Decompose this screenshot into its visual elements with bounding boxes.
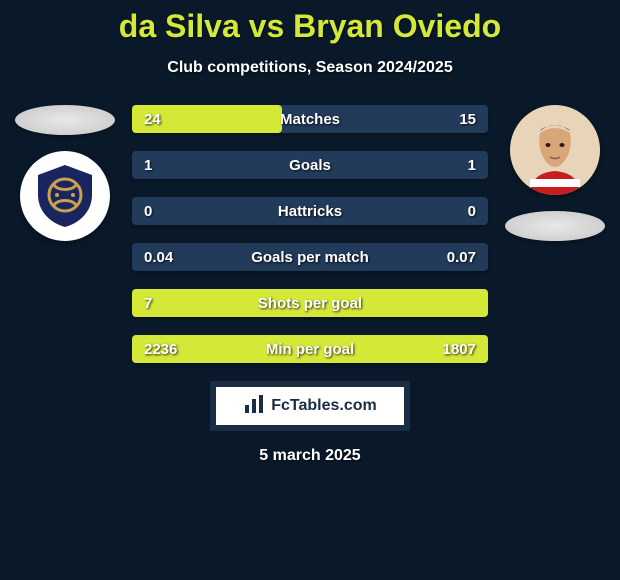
club-crest-icon [30,161,100,231]
stat-bar: 0.04Goals per match0.07 [132,243,488,271]
player-left-name-plate [15,105,115,135]
stat-value-left: 24 [144,111,272,128]
player-right-name-plate [505,211,605,241]
brand-text: FcTables.com [271,397,377,415]
stat-value-left: 0.04 [144,249,243,266]
stat-value-right: 1807 [362,341,476,358]
comparison-widget: da Silva vs Bryan Oviedo Club competitio… [0,0,620,465]
subtitle: Club competitions, Season 2024/2025 [10,59,610,77]
stat-label: Hattricks [270,203,350,220]
page-title: da Silva vs Bryan Oviedo [10,0,610,45]
stat-label: Shots per goal [250,295,370,312]
stat-value-right: 1 [339,157,476,174]
stat-bars: 24Matches15 1Goals1 0Hattricks0 0.04Goals p… [132,105,488,363]
stat-label: Goals per match [243,249,377,266]
stat-value-left: 2236 [144,341,258,358]
player-portrait-icon [510,105,600,195]
brand-box: FcTables.com [210,381,410,431]
stat-label: Min per goal [258,341,362,358]
date-text: 5 march 2025 [10,447,610,465]
player-left-column [10,105,120,241]
stat-bar: 1Goals1 [132,151,488,179]
stat-label: Goals [281,157,339,174]
stat-value-left: 1 [144,157,281,174]
stat-value-right: 0 [350,203,476,220]
stat-value-left: 7 [144,295,250,312]
stat-bar: 24Matches15 [132,105,488,133]
player-right-photo [510,105,600,195]
stat-value-left: 0 [144,203,270,220]
stat-bar: 7Shots per goal [132,289,488,317]
brand-icon [243,393,265,420]
stat-bar: 2236Min per goal1807 [132,335,488,363]
stat-value-right: 15 [348,111,476,128]
main-row: 24Matches15 1Goals1 0Hattricks0 0.04Goals p… [10,105,610,363]
stat-label: Matches [272,111,348,128]
player-left-badge [20,151,110,241]
stat-bar: 0Hattricks0 [132,197,488,225]
player-right-column [500,105,610,241]
stat-value-right: 0.07 [377,249,476,266]
